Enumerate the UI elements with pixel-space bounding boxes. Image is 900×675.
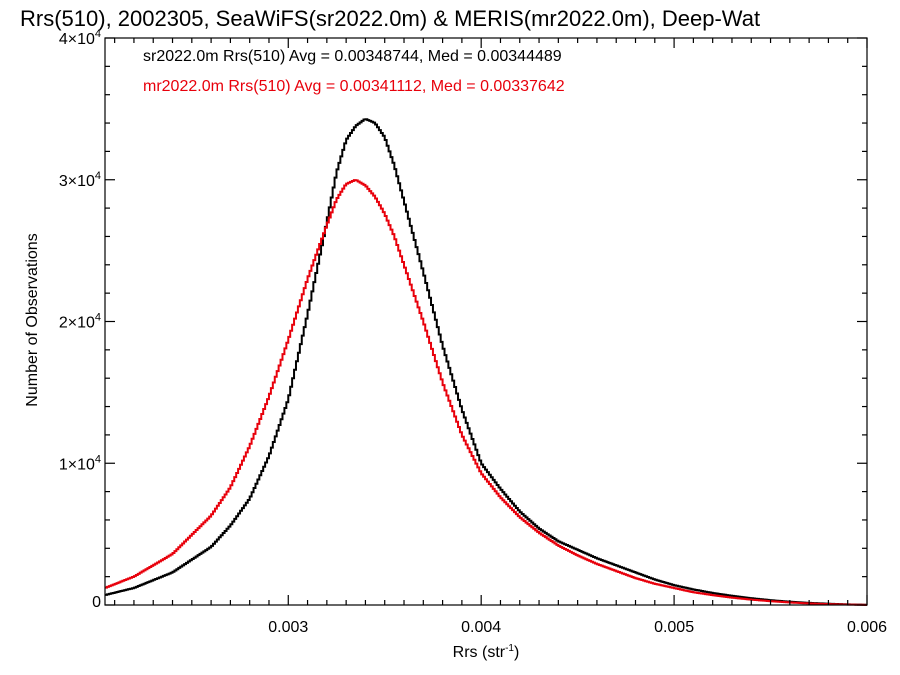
legend-entry-mr2022.0m: mr2022.0m Rrs(510) Avg = 0.00341112, Med…: [143, 78, 565, 95]
y-axis-label: Number of Observations: [24, 233, 41, 406]
chart-title: Rrs(510), 2002305, SeaWiFS(sr2022.0m) & …: [20, 6, 760, 31]
y-tick-label: 0: [92, 594, 101, 611]
y-tick-label: 3×104: [59, 170, 101, 190]
x-axis-label: Rrs (str-1): [453, 643, 520, 661]
x-tick-label: 0.004: [461, 619, 501, 636]
series-layer: [105, 118, 867, 606]
series-line-sr2022.0m: [105, 118, 867, 606]
x-tick-label: 0.003: [268, 619, 308, 636]
y-tick-label: 4×104: [59, 28, 101, 48]
x-tick-label: 0.005: [654, 619, 694, 636]
legend: sr2022.0m Rrs(510) Avg = 0.00348744, Med…: [143, 48, 565, 95]
x-axis-label-text: Rrs (str: [453, 644, 506, 661]
plot-frame: [104, 37, 868, 606]
legend-entry-sr2022.0m: sr2022.0m Rrs(510) Avg = 0.00348744, Med…: [143, 48, 562, 65]
tick-layer: 0.003 0.004 0.005 0.006 0 1×104 2×104 3×104 4×10…: [59, 28, 887, 636]
y-tick-label: 1×104: [59, 453, 101, 473]
x-axis-label-superscript: -1: [505, 643, 514, 654]
y-tick-label: 2×104: [59, 312, 101, 332]
series-line-mr2022.0m: [105, 179, 867, 606]
x-tick-label: 0.006: [847, 619, 887, 636]
x-axis-label-close: ): [514, 644, 519, 661]
